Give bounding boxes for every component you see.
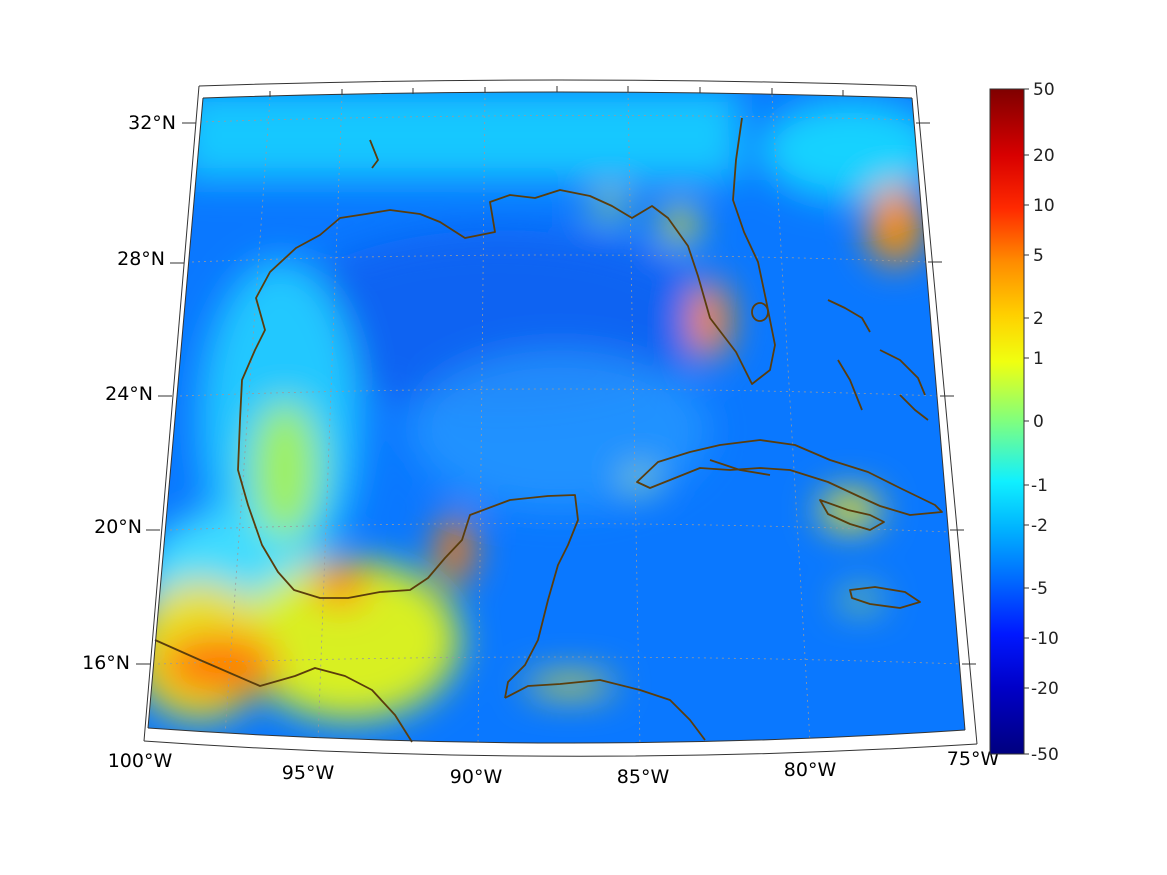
lat-label: 32°N <box>128 112 176 134</box>
colorbar-tick-label: -50 <box>1031 745 1059 765</box>
colorbar-tick-label: 5 <box>1033 246 1044 266</box>
coastline <box>154 117 943 743</box>
lon-label: 85°W <box>617 766 670 788</box>
lat-label: 20°N <box>94 516 142 538</box>
latitude-labels: 32°N 28°N 24°N 20°N 16°N <box>82 112 176 674</box>
data-field <box>148 92 965 744</box>
colorbar-tick-label: -5 <box>1031 579 1048 599</box>
lat-label: 16°N <box>82 652 130 674</box>
colorbar-tick-label: 1 <box>1033 349 1044 369</box>
colorbar-tick-label: -20 <box>1031 679 1059 699</box>
lat-label: 24°N <box>105 383 153 405</box>
lat-label: 28°N <box>117 248 165 270</box>
colorbar-tick-label: 10 <box>1033 196 1055 216</box>
colorbar-tick-label: 0 <box>1033 412 1044 432</box>
colorbar-tick-label: 2 <box>1033 309 1044 329</box>
colorbar: 50 20 10 5 2 1 0 -1 -2 -5 -10 -20 -50 <box>989 80 1059 765</box>
lon-label: 80°W <box>784 759 837 781</box>
graticule <box>157 92 963 744</box>
longitude-labels: 100°W 95°W 90°W 85°W 80°W 75°W <box>108 748 1000 788</box>
lon-label: 95°W <box>282 762 335 784</box>
colorbar-tick-label: 50 <box>1033 80 1055 100</box>
colorbar-tick-label: -1 <box>1031 476 1048 496</box>
colorbar-tick-label: -10 <box>1031 629 1059 649</box>
lon-label: 100°W <box>108 750 173 772</box>
map-frame <box>136 79 978 757</box>
colorbar-tick-label: 20 <box>1033 146 1055 166</box>
colorbar-gradient <box>989 88 1025 755</box>
lon-label: 75°W <box>947 748 1000 770</box>
colorbar-tick-label: -2 <box>1031 516 1048 536</box>
lon-label: 90°W <box>450 766 503 788</box>
